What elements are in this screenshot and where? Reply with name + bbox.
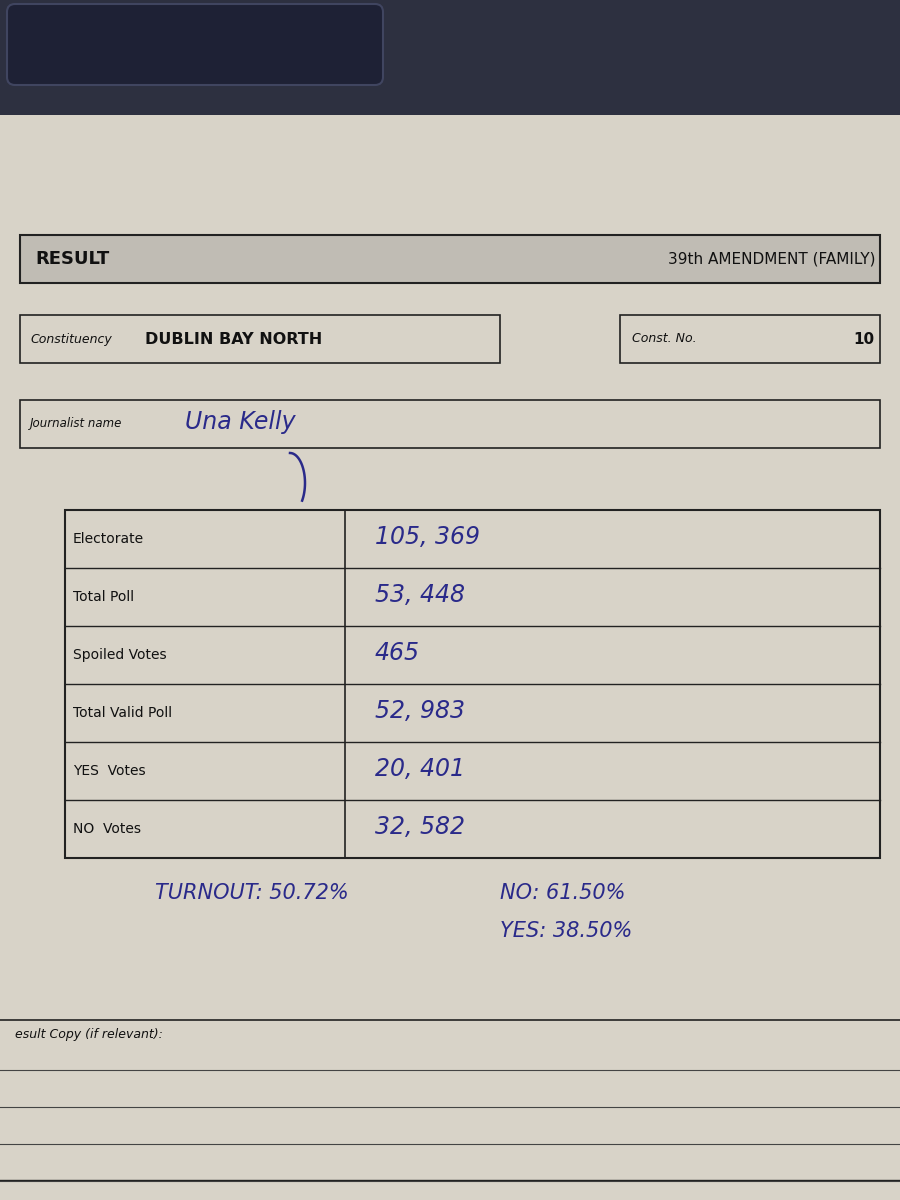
Text: Electorate: Electorate (73, 532, 144, 546)
Text: 39th AMENDMENT (FAMILY): 39th AMENDMENT (FAMILY) (668, 252, 875, 266)
Text: 20, 401: 20, 401 (375, 757, 465, 781)
FancyBboxPatch shape (7, 4, 383, 85)
Text: Una Kelly: Una Kelly (185, 410, 295, 434)
Text: 53, 448: 53, 448 (375, 583, 465, 607)
Bar (65, 510, 880, 858)
Text: YES: 38.50%: YES: 38.50% (500, 922, 633, 941)
Text: NO: 61.50%: NO: 61.50% (500, 883, 626, 902)
Bar (20, 235, 880, 283)
Text: Spoiled Votes: Spoiled Votes (73, 648, 166, 662)
Text: 10: 10 (853, 331, 874, 347)
Bar (0, 0, 900, 115)
Text: 52, 983: 52, 983 (375, 698, 465, 722)
Text: NO  Votes: NO Votes (73, 822, 141, 836)
Bar (20, 400, 880, 448)
Text: 32, 582: 32, 582 (375, 815, 465, 839)
Bar (20, 314, 500, 362)
Text: RESULT: RESULT (35, 250, 109, 268)
Text: Const. No.: Const. No. (632, 332, 697, 346)
Text: YES  Votes: YES Votes (73, 764, 146, 778)
Text: 465: 465 (375, 641, 420, 665)
Text: 105, 369: 105, 369 (375, 526, 480, 550)
Text: Constituency: Constituency (30, 332, 112, 346)
Text: Journalist name: Journalist name (30, 418, 122, 431)
Text: Total Poll: Total Poll (73, 590, 134, 604)
Bar (620, 314, 880, 362)
Text: TURNOUT: 50.72%: TURNOUT: 50.72% (155, 883, 349, 902)
Text: esult Copy (if relevant):: esult Copy (if relevant): (15, 1028, 163, 1040)
Text: Total Valid Poll: Total Valid Poll (73, 706, 172, 720)
Text: DUBLIN BAY NORTH: DUBLIN BAY NORTH (145, 331, 322, 347)
